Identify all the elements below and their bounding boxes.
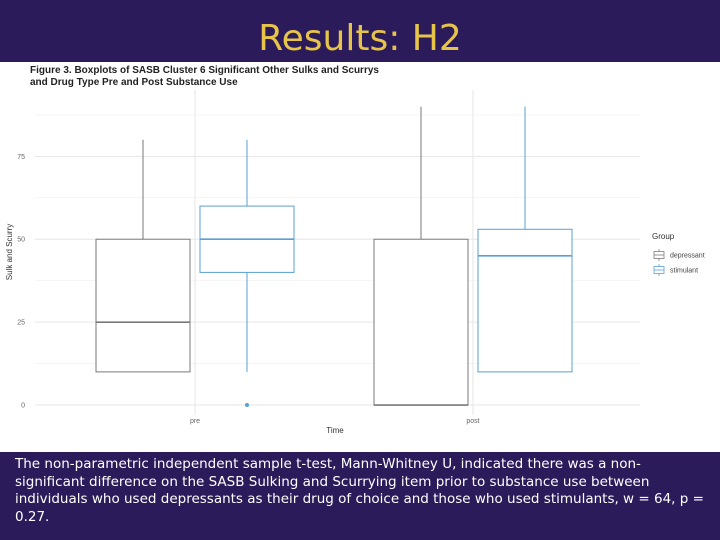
legend-label: stimulant (670, 268, 698, 275)
caption-line-2: and Drug Type Pre and Post Substance Use (30, 77, 238, 88)
box-stimulant-post (477, 106, 573, 373)
y-tick-label: 25 (17, 320, 25, 327)
boxplot-chart: 0 25 50 75 pre post Time Sulk and Scurry Grou… (5, 90, 705, 435)
box-depressant-pre (95, 139, 191, 373)
box-iqr (477, 228, 573, 373)
x-axis-label: Time (326, 426, 344, 435)
box-iqr (373, 238, 469, 406)
slide-title: Results: H2 (258, 18, 462, 59)
legend: Group depressant stimulant (652, 232, 705, 276)
legend-title: Group (652, 232, 675, 241)
y-tick-label: 75 (17, 154, 25, 161)
legend-label: depressant (670, 253, 705, 260)
x-tick-label: pre (190, 418, 200, 425)
results-paragraph: The non-parametric independent sample t-… (15, 456, 710, 526)
outlier-point (245, 403, 249, 408)
y-axis-label: Sulk and Scurry (5, 224, 14, 280)
caption-line-1: Figure 3. Boxplots of SASB Cluster 6 Sig… (30, 65, 379, 76)
y-tick-label: 50 (17, 237, 25, 244)
box-iqr (95, 238, 191, 373)
y-tick-label: 0 (21, 403, 25, 410)
box-stimulant-pre (199, 139, 295, 408)
legend-entry-stimulant: stimulant (653, 264, 698, 276)
boxes-layer (95, 106, 573, 408)
box-depressant-post (373, 106, 469, 406)
figure-caption: Figure 3. Boxplots of SASB Cluster 6 Sig… (30, 65, 530, 89)
x-tick-label: post (466, 418, 479, 425)
legend-entries: depressant stimulant (653, 249, 705, 276)
results-text: The non-parametric independent sample t-… (15, 456, 704, 525)
tick-labels: 0 25 50 75 pre post (17, 154, 479, 425)
figure-panel: 0 25 50 75 pre post Time Sulk and Scurry Grou… (0, 62, 720, 452)
legend-entry-depressant: depressant (653, 249, 705, 261)
